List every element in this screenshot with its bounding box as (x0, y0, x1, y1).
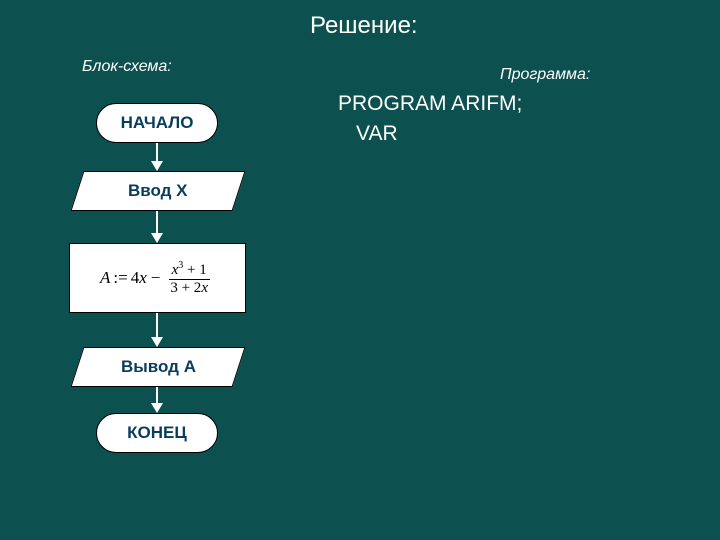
output-block: Вывод A (77, 347, 237, 385)
arrow-head-icon (151, 233, 163, 243)
input-label: Ввод X (128, 181, 188, 201)
arrow-4 (156, 385, 158, 413)
formula-fraction: x3 + 1 3 + 2x (167, 260, 211, 296)
input-shape: Ввод X (71, 171, 246, 211)
arrow-head-icon (151, 403, 163, 413)
arrow-2 (156, 209, 158, 243)
formula-minus: − (151, 268, 161, 288)
arrow-line (156, 385, 158, 403)
program-label: Программа: (500, 66, 590, 84)
input-block: Ввод X (77, 171, 237, 209)
output-label: Вывод A (121, 357, 196, 377)
flowchart: НАЧАЛО Ввод X A := 4x − x3 + 1 3 + 2x (57, 103, 257, 453)
output-shape: Вывод A (71, 347, 246, 387)
fraction-denominator: 3 + 2x (167, 280, 211, 297)
code-line-program: PROGRAM ARIFM; (338, 92, 522, 116)
arrow-3 (156, 313, 158, 347)
formula-assign: := (113, 268, 127, 288)
arrow-line (156, 209, 158, 233)
formula-lhs: A (100, 268, 110, 288)
formula: A := 4x − x3 + 1 3 + 2x (100, 260, 214, 296)
code-line-var: VAR (356, 122, 398, 146)
end-label: КОНЕЦ (127, 423, 187, 443)
fraction-numerator: x3 + 1 (169, 260, 210, 280)
start-terminator: НАЧАЛО (96, 103, 218, 143)
formula-term1: 4x (131, 268, 147, 288)
arrow-head-icon (151, 161, 163, 171)
end-terminator: КОНЕЦ (96, 413, 218, 453)
start-label: НАЧАЛО (121, 113, 194, 133)
flowchart-label: Блок-схема: (82, 58, 172, 76)
process-block: A := 4x − x3 + 1 3 + 2x (69, 243, 246, 313)
arrow-1 (156, 143, 158, 171)
arrow-line (156, 143, 158, 161)
arrow-head-icon (151, 337, 163, 347)
arrow-line (156, 313, 158, 337)
page-title: Решение: (310, 12, 418, 40)
